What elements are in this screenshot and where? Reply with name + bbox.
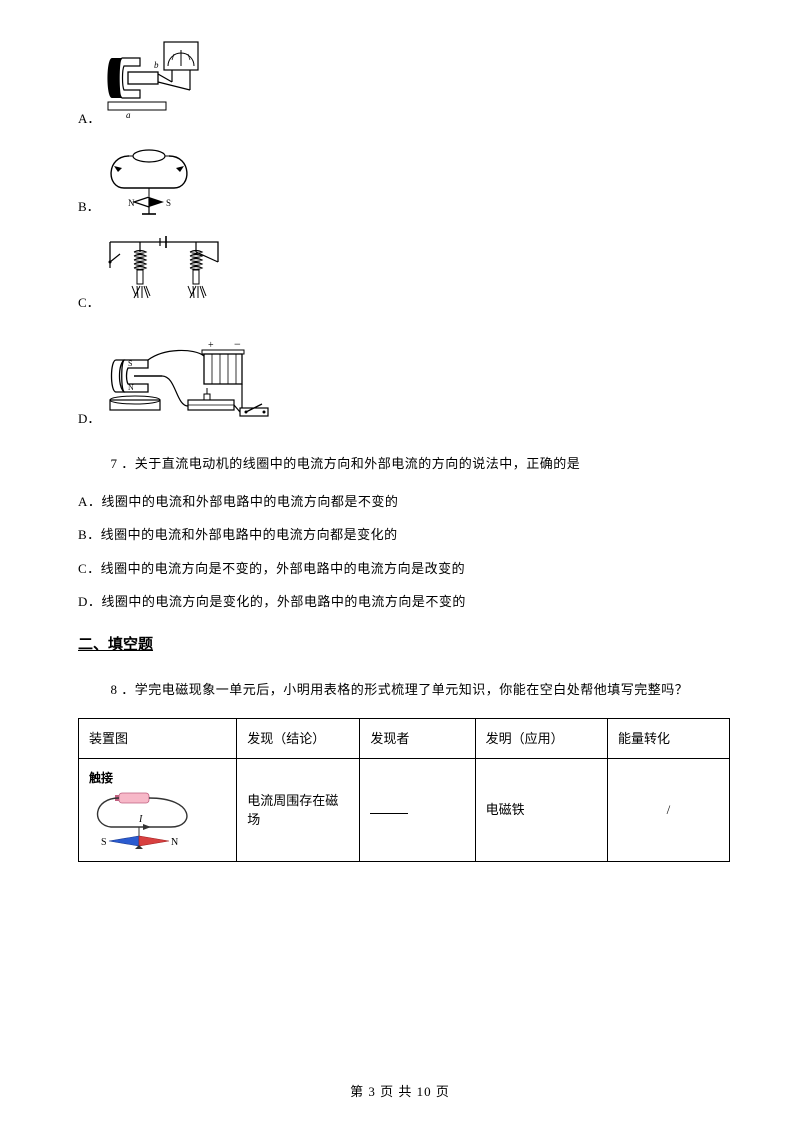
question-8-table: 装置图 发现（结论） 发现者 发明（应用） 能量转化 触接 I <box>78 718 730 863</box>
option-a-diagram: a b <box>104 40 204 130</box>
question-7-choice-c[interactable]: C．线圈中的电流方向是不变的，外部电路中的电流方向是改变的 <box>78 559 730 579</box>
table-header-c1: 装置图 <box>79 718 237 759</box>
question-7-stem: 7 ．关于直流电动机的线圈中的电流方向和外部电流的方向的说法中，正确的是 <box>78 454 730 474</box>
svg-text:+: + <box>208 340 214 351</box>
svg-text:S: S <box>101 837 107 848</box>
option-a-letter: A． <box>78 109 100 131</box>
section-2-heading: 二、填空题 <box>78 634 730 657</box>
svg-text:−: − <box>234 337 241 351</box>
table-header-c4: 发明（应用） <box>475 718 607 759</box>
table-header-c5: 能量转化 <box>607 718 729 759</box>
option-b-letter: B． <box>78 197 100 219</box>
option-c[interactable]: C． <box>78 234 730 314</box>
question-7-choice-b[interactable]: B．线圈中的电流和外部电路中的电流方向都是变化的 <box>78 525 730 545</box>
svg-text:N: N <box>128 198 135 208</box>
option-c-letter: C． <box>78 293 100 315</box>
option-d-letter: D． <box>78 409 100 431</box>
table-row: 触接 I S N <box>79 759 730 862</box>
question-7-choice-a[interactable]: A．线圈中的电流和外部电路中的电流方向都是不变的 <box>78 492 730 512</box>
row1-c4: 电磁铁 <box>475 759 607 862</box>
svg-text:S: S <box>166 198 171 208</box>
row1-diag-label: 触接 <box>89 769 226 787</box>
question-7-choice-d[interactable]: D．线圈中的电流方向是变化的，外部电路中的电流方向是不变的 <box>78 592 730 612</box>
table-header-row: 装置图 发现（结论） 发现者 发明（应用） 能量转化 <box>79 718 730 759</box>
row1-c2: 电流周围存在磁场 <box>237 759 360 862</box>
option-d-diagram: S N + − <box>104 330 274 430</box>
option-b[interactable]: B． <box>78 146 730 218</box>
table-header-c3: 发现者 <box>360 718 475 759</box>
oersted-diagram-icon: I S N <box>89 789 199 851</box>
row1-diagram-cell: 触接 I S N <box>79 759 237 862</box>
svg-text:a: a <box>126 110 131 120</box>
option-b-diagram: N S <box>104 146 194 218</box>
table-header-c2: 发现（结论） <box>237 718 360 759</box>
option-c-diagram <box>104 234 224 314</box>
row1-c5: / <box>607 759 729 862</box>
option-a[interactable]: A． <box>78 40 730 130</box>
svg-text:N: N <box>171 837 178 848</box>
svg-text:N: N <box>128 383 134 392</box>
page-footer: 第 3 页 共 10 页 <box>0 1081 800 1100</box>
svg-text:I: I <box>138 814 143 825</box>
row1-c3-blank[interactable] <box>360 759 475 862</box>
svg-text:b: b <box>154 60 159 70</box>
svg-text:S: S <box>128 359 132 368</box>
question-8-stem: 8 ．学完电磁现象一单元后，小明用表格的形式梳理了单元知识，你能在空白处帮他填写… <box>78 680 730 700</box>
option-d[interactable]: D． S N <box>78 330 730 430</box>
